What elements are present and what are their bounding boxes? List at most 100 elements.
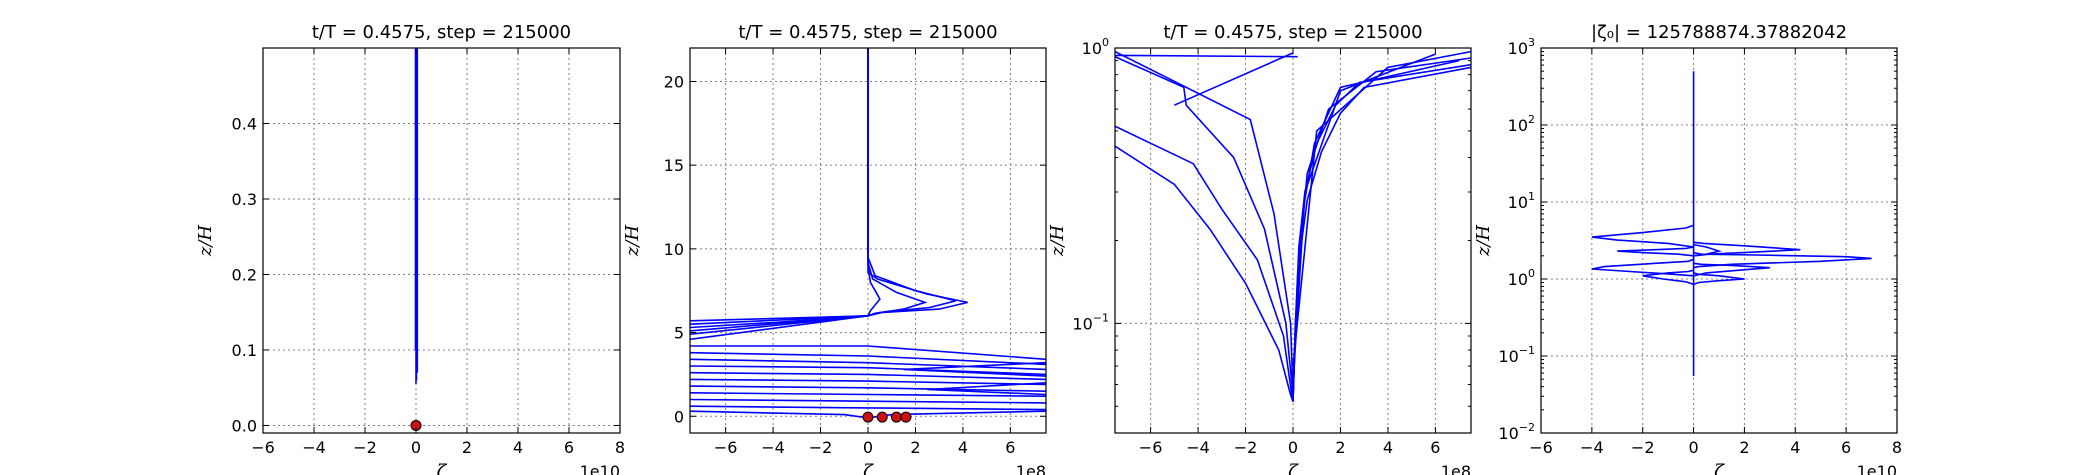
panel-1-x-offset-label: 1e10	[580, 462, 620, 475]
panel-4-ytick-label-3: 101	[1508, 190, 1535, 212]
panel-3-ytick-label-1: 100	[1082, 36, 1109, 58]
panel-3-series-line-4	[1115, 54, 1298, 58]
panel-4-series-line-3	[1591, 224, 1694, 248]
panel-1-title: t/T = 0.4575, step = 215000	[312, 22, 571, 43]
panel-1-xtick-label-1: −4	[302, 438, 326, 457]
panel-1-ylabel: z/H	[195, 225, 216, 258]
panel-4-ytick-label-1: 10−1	[1498, 344, 1535, 366]
panel-2-marker-1	[876, 411, 888, 423]
panel-4-xlabel: ζ	[1714, 461, 1725, 475]
panel-2-marker-2	[890, 411, 902, 423]
panel-2-series-line-5	[690, 315, 869, 341]
panel-4-frame	[1540, 47, 1898, 434]
panel-2-ytick-label-0: 0	[674, 407, 684, 426]
panel-3-series-line-2	[1115, 55, 1294, 395]
panel-3-series-line-10	[1292, 53, 1436, 385]
panel-1-ytick-label-1: 0.1	[232, 341, 257, 360]
panel-3-xtick-label-0: −6	[1139, 438, 1163, 457]
panel-2-series-line-11	[690, 378, 1046, 386]
panel-1-xtick-label-6: 6	[564, 438, 574, 457]
panel-1-xtick-label-4: 2	[462, 438, 472, 457]
panel-4-ytick-label-4: 102	[1508, 113, 1535, 135]
panel-3-series-line-5	[1173, 52, 1294, 106]
panel-2-series-group	[690, 48, 1046, 419]
panel-2-series-line-14	[690, 398, 1046, 404]
panel-3-xtick-label-5: 4	[1383, 438, 1393, 457]
panel-1-frame	[262, 47, 621, 434]
panel-3-series-line-9	[1292, 57, 1471, 395]
panel-4-series-line-7	[1693, 272, 1745, 286]
panel-4-series-line-6	[1617, 246, 1694, 257]
panel-2-ytick-label-4: 20	[664, 72, 684, 91]
panel-4-xtick-label-5: 4	[1790, 438, 1800, 457]
panel-1-xtick-label-3: 0	[411, 438, 421, 457]
panel-2-ytick-label-1: 5	[674, 324, 684, 343]
panel-4-xtick-label-6: 6	[1841, 438, 1851, 457]
panel-1-xlabel: ζ	[437, 461, 448, 475]
panel-4-series-group	[1591, 71, 1872, 376]
panel-2-series-line-13	[690, 392, 1046, 397]
panel-2: −6 −4 −2 0 2 4 6 0 5 10 15 20 t/T = 0.4575, step = 2…	[622, 22, 1047, 475]
panel-3-xtick-label-2: −2	[1234, 438, 1258, 457]
panel-4-xtick-label-2: −2	[1631, 438, 1655, 457]
panel-1-ytick-label-0: 0.0	[232, 416, 257, 435]
panel-3-series-line-0	[1115, 125, 1294, 402]
panel-1: −6 −4 −2 0 2 4 6 8 0.0 0.1 0.2 0.3 0.4 t/T = 0.4575, …	[195, 22, 625, 475]
panel-2-x-offset-label: 1e8	[1016, 462, 1046, 475]
panel-2-ytick-label-3: 15	[664, 156, 684, 175]
panel-2-xtick-label-6: 6	[1005, 438, 1015, 457]
panel-4-xtick-label-0: −6	[1529, 438, 1553, 457]
panel-3-series-line-6	[1292, 66, 1471, 402]
panel-3-series-line-3	[1115, 50, 1294, 395]
panel-3-series-line-11	[1292, 50, 1471, 367]
panel-4-ytick-label-5: 103	[1508, 36, 1535, 58]
panel-2-xtick-label-5: 4	[958, 438, 968, 457]
panel-4-series-line-5	[1693, 262, 1770, 277]
panel-3-ytick-label-0: 10−1	[1072, 311, 1109, 333]
panel-1-ytick-label-3: 0.3	[232, 190, 257, 209]
panel-2-marker-0	[862, 411, 874, 423]
panel-1-xtick-label-2: −2	[353, 438, 377, 457]
panel-4-title: |ζ₀| = 125788874.37882042	[1591, 22, 1847, 43]
panel-3-ylabel: z/H	[1047, 225, 1068, 258]
panel-2-xtick-label-2: −2	[809, 438, 833, 457]
panel-2-ytick-label-2: 10	[664, 240, 684, 259]
panel-2-xtick-label-1: −4	[761, 438, 785, 457]
panel-4-xtick-label-4: 2	[1739, 438, 1749, 457]
panel-2-ylabel: z/H	[622, 225, 643, 258]
panel-2-series-line-7	[690, 351, 1046, 366]
panel-4-xtick-label-1: −4	[1580, 438, 1604, 457]
panel-2-title: t/T = 0.4575, step = 215000	[738, 22, 997, 43]
panel-3: −6 −4 −2 0 2 4 6 10−1 100 t/T = 0.4575, step = 21…	[1047, 22, 1472, 475]
panel-2-xlabel: ζ	[863, 461, 874, 475]
panel-2-xtick-label-4: 2	[910, 438, 920, 457]
panel-1-xtick-label-0: −6	[251, 438, 275, 457]
panel-4-ylabel: z/H	[1473, 225, 1494, 258]
panel-3-x-offset-label: 1e8	[1441, 462, 1471, 475]
panel-1-ytick-label-4: 0.4	[232, 114, 257, 133]
panel-4-x-offset-label: 1e10	[1857, 462, 1897, 475]
panel-4-series-line-8	[1642, 269, 1694, 286]
panel-4-series-line-9	[1693, 243, 1722, 257]
panel-3-xtick-label-4: 2	[1335, 438, 1345, 457]
panel-3-title: t/T = 0.4575, step = 215000	[1163, 22, 1422, 43]
panel-2-series-line-18	[927, 382, 1046, 396]
panel-4-xtick-label-7: 8	[1892, 438, 1902, 457]
panel-2-marker-3	[900, 411, 912, 423]
panel-1-xtick-label-7: 8	[615, 438, 625, 457]
panel-4-ytick-label-2: 100	[1508, 267, 1535, 289]
panel-2-xtick-label-0: −6	[714, 438, 738, 457]
panel-3-xlabel: ζ	[1288, 461, 1299, 475]
panel-2-series-line-0	[690, 48, 968, 322]
panel-2-series-line-15	[690, 405, 1046, 411]
panel-1-ytick-label-2: 0.2	[232, 265, 257, 284]
panel-3-xtick-label-1: −4	[1186, 438, 1210, 457]
panel-4-ytick-label-0: 10−2	[1498, 421, 1535, 443]
panel-2-series-line-10	[690, 371, 1046, 381]
panel-3-series-line-1	[1115, 145, 1294, 402]
panel-1-xtick-label-5: 4	[513, 438, 523, 457]
panel-4: −6 −4 −2 0 2 4 6 8 10−2 10−1 100 101 102 103 |ζ₀| = 12…	[1473, 22, 1902, 475]
panel-2-series-line-1	[690, 48, 956, 325]
panel-2-series-line-3	[690, 48, 881, 332]
